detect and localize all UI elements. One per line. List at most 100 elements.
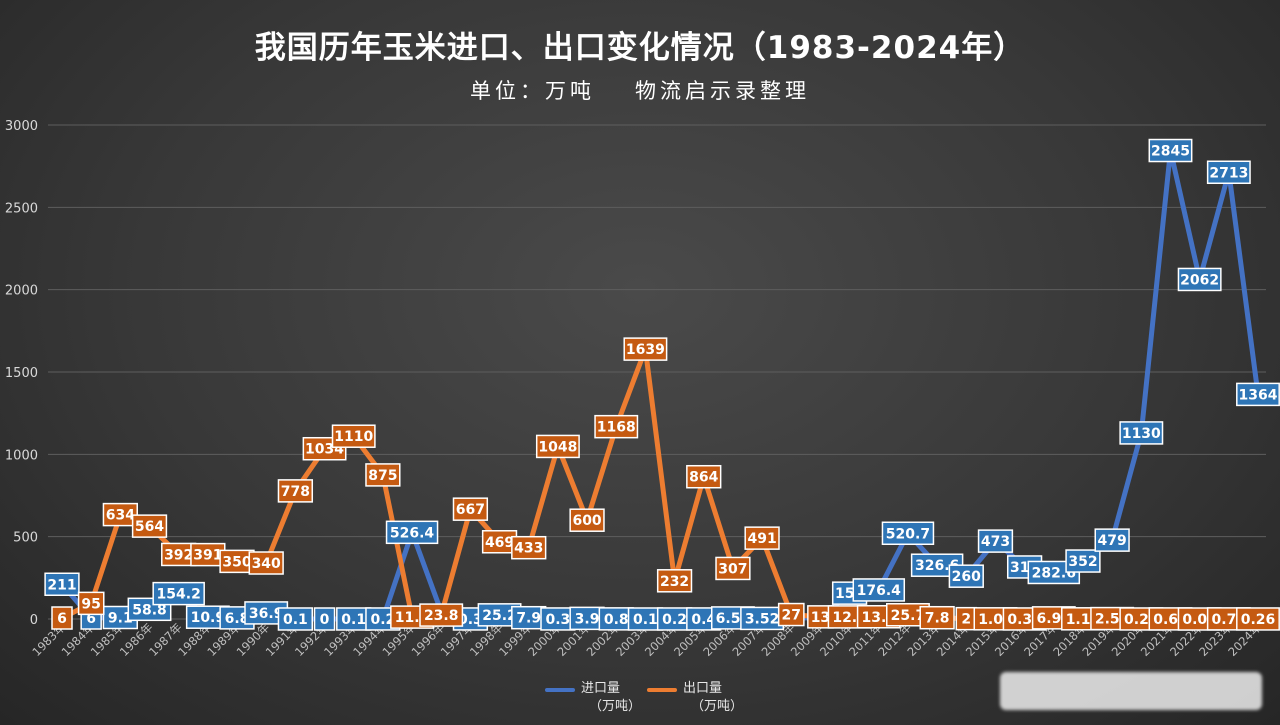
data-label-text: 600 — [572, 513, 601, 529]
data-label: 13 — [807, 605, 834, 629]
data-label: 634 — [102, 502, 138, 527]
data-label: 473 — [977, 529, 1014, 553]
unit-label: 单位：万吨 — [470, 79, 595, 103]
data-label-box — [623, 337, 668, 361]
data-label: 0.1 — [627, 607, 664, 631]
data-label-box — [715, 556, 751, 581]
data-label-text: 350 — [222, 554, 251, 570]
data-label: 1048 — [535, 434, 580, 459]
data-label-text: 7.8 — [925, 611, 950, 627]
data-label: 2713 — [1206, 160, 1251, 185]
data-label-box — [152, 581, 205, 606]
data-label-text: 1639 — [626, 342, 665, 358]
data-label-box — [594, 414, 639, 439]
data-label-text: 326.6 — [915, 558, 959, 574]
data-label: 6 — [51, 606, 73, 630]
data-label: 7.8 — [919, 605, 955, 630]
data-label-box — [1236, 382, 1280, 407]
data-label: 778 — [277, 479, 314, 503]
data-label-text: 2062 — [1180, 272, 1219, 288]
data-label-text: 3.52 — [745, 611, 780, 627]
data-label-text: 58.8 — [132, 602, 167, 618]
data-label: 433 — [511, 535, 547, 560]
data-label-text: 0.8 — [604, 612, 629, 628]
data-label-text: 232 — [660, 574, 689, 590]
legend-label-export: 出口量 — [683, 681, 723, 696]
data-label-text: 433 — [514, 541, 543, 557]
data-label-box — [313, 607, 336, 631]
data-label: 0.1 — [336, 607, 372, 631]
data-label-text: 0.3 — [458, 612, 483, 628]
data-label-text: 479 — [1098, 533, 1127, 549]
series-line-import — [59, 148, 1261, 622]
data-label: 0.26 — [1236, 607, 1280, 631]
data-label: 176.4 — [852, 578, 906, 602]
data-label-box — [948, 564, 984, 588]
data-label: 667 — [452, 497, 489, 521]
data-label-box — [385, 520, 439, 545]
data-label-text: 0.2 — [662, 612, 687, 628]
data-label-text: 340 — [252, 556, 281, 572]
data-label-text: 0.1 — [283, 612, 308, 628]
chart-subtitle: 单位：万吨 物流启示录整理 — [0, 75, 1280, 105]
data-label-text: 95 — [81, 596, 100, 612]
legend-label-import: 进口量 — [581, 681, 621, 696]
data-label: 0.2 — [656, 607, 693, 631]
data-label-text: 2713 — [1209, 165, 1248, 181]
data-label-box — [1177, 267, 1222, 292]
data-label-text: 469 — [485, 535, 514, 551]
data-label: 564 — [131, 514, 168, 538]
data-label: 211 — [44, 572, 80, 597]
data-label: 307 — [715, 556, 751, 581]
y-tick-label: 1000 — [5, 448, 38, 463]
data-label-box — [248, 551, 284, 575]
data-label-box — [852, 578, 906, 602]
y-tick-label: 1500 — [5, 366, 38, 381]
legend-swatch-import — [545, 688, 575, 692]
data-label-text: 473 — [981, 534, 1010, 550]
data-label-box — [686, 464, 722, 489]
data-label-text: 13 — [811, 610, 830, 626]
data-label-text: 491 — [747, 531, 776, 547]
data-label-box — [365, 463, 401, 487]
y-tick-label: 2000 — [5, 284, 38, 299]
data-label-box — [1236, 607, 1280, 631]
data-label-text: 1364 — [1239, 387, 1278, 403]
data-label-text: 667 — [456, 502, 485, 518]
data-label-text: 1168 — [597, 420, 636, 436]
data-label-text: 0.3 — [545, 612, 570, 628]
y-tick-label: 2500 — [5, 201, 38, 216]
data-label-text: 0.4 — [691, 612, 716, 628]
data-label-text: 864 — [689, 470, 718, 486]
data-label-box — [1094, 528, 1130, 552]
data-label-text: 875 — [368, 468, 397, 484]
chart-title: 我国历年玉米进口、出口变化情况（1983-2024年） — [254, 30, 1026, 66]
data-label-text: 27 — [782, 608, 801, 624]
data-label-text: 0.1 — [633, 612, 658, 628]
y-tick-label: 3000 — [5, 119, 38, 134]
data-label: 27 — [777, 602, 805, 627]
watermark — [1000, 672, 1262, 710]
data-label: 10.9 — [185, 605, 230, 629]
data-label-box — [131, 514, 168, 538]
data-label-box — [656, 569, 693, 593]
legend-unit-import: （万吨） — [589, 699, 642, 714]
data-label-text: 6.8 — [225, 611, 250, 627]
data-label: 875 — [365, 463, 401, 487]
data-label-text: 2 — [961, 612, 971, 628]
data-label-text: 1110 — [334, 429, 373, 445]
data-label-box — [1065, 549, 1101, 573]
source-label: 物流启示录整理 — [635, 79, 810, 103]
data-label: 340 — [248, 551, 284, 575]
data-label-box — [1206, 160, 1251, 185]
data-label-box — [277, 607, 314, 631]
data-label: 232 — [656, 569, 693, 593]
data-label-text: 778 — [281, 484, 310, 500]
data-label: 526.4 — [385, 520, 439, 545]
data-label-box — [277, 479, 314, 503]
data-label-box — [452, 497, 489, 521]
data-label-box — [881, 521, 935, 546]
data-label: 1130 — [1119, 421, 1164, 445]
